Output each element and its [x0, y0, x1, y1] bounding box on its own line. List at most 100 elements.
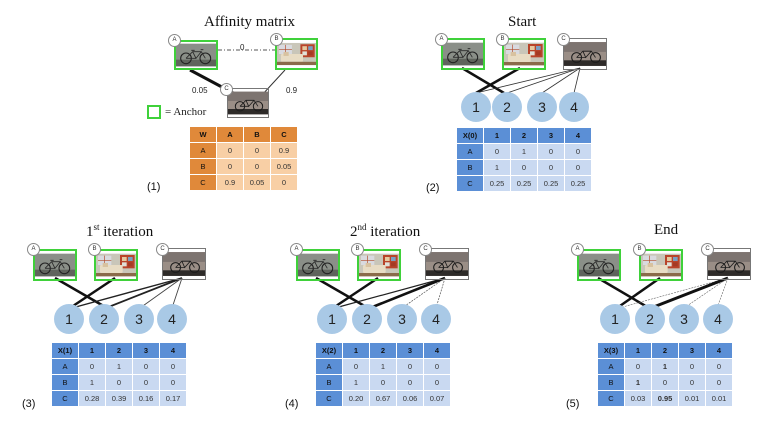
x-cell: 0 [423, 374, 451, 391]
panel3-badge-a: A [27, 243, 40, 256]
panel4-node-2: 2 [352, 304, 382, 334]
w-cell: 0 [216, 142, 244, 159]
panel5-badge-b: B [633, 243, 646, 256]
affinity-table: W A B C A 0 0 0.9 B 0 0 0.05 C 0.9 0.05 … [189, 126, 298, 191]
panel4-label: (4) [285, 398, 299, 410]
panel5-node-3: 3 [669, 304, 699, 334]
x-cell: 0 [132, 374, 160, 391]
x-corner: X(3) [597, 342, 625, 359]
x-col: 1 [624, 342, 652, 359]
x-cell: 1 [78, 374, 106, 391]
panel2-image-a [441, 38, 485, 70]
x-cell: 0 [159, 358, 187, 375]
x-row-head: B [597, 374, 625, 391]
panel3-node-4: 4 [157, 304, 187, 334]
x-cell: 0 [396, 374, 424, 391]
panel5-image-a [577, 249, 621, 281]
x-cell-highlight: 1 [624, 374, 652, 391]
panel2-image-c [563, 38, 607, 70]
panel5-node-1: 1 [600, 304, 630, 334]
x-cell: 0.16 [132, 390, 160, 407]
panel3-image-b [94, 249, 138, 281]
panel2-node-1: 1 [461, 92, 491, 122]
w-corner: W [189, 126, 217, 143]
panel3-node-2: 2 [89, 304, 119, 334]
panel3-image-c [162, 248, 206, 280]
panel1-edge-ac-label: 0.05 [192, 86, 208, 95]
panel2-badge-a: A [435, 33, 448, 46]
x-cell: 0 [651, 374, 679, 391]
panel3-label: (3) [22, 398, 36, 410]
x-row-head: B [51, 374, 79, 391]
x-col: 2 [651, 342, 679, 359]
x-cell: 0.03 [624, 390, 652, 407]
x-cell: 0.39 [105, 390, 133, 407]
x-row-head: C [597, 390, 625, 407]
w-col: C [270, 126, 298, 143]
panel4-node-3: 3 [387, 304, 417, 334]
x-col: 2 [510, 127, 538, 144]
x-col: 4 [159, 342, 187, 359]
panel5-label: (5) [566, 398, 580, 410]
x-cell: 1 [105, 358, 133, 375]
panel5-node-4: 4 [703, 304, 733, 334]
x-cell: 0.01 [678, 390, 706, 407]
panel3-node-1: 1 [54, 304, 84, 334]
panel1-badge-a: A [168, 34, 181, 47]
x-col: 1 [342, 342, 370, 359]
x-cell: 0.17 [159, 390, 187, 407]
panel2-label: (2) [426, 182, 440, 194]
x-cell: 1 [369, 358, 397, 375]
x-cell: 0 [564, 143, 592, 160]
x-row-head: C [456, 175, 484, 192]
x-cell: 0 [564, 159, 592, 176]
panel4-badge-c: C [419, 243, 432, 256]
x-cell: 0 [510, 159, 538, 176]
panel1-edge-ab-label: 0 [240, 43, 245, 52]
panel5-image-c [707, 248, 751, 280]
panel3-image-a [33, 249, 77, 281]
panel3-node-3: 3 [124, 304, 154, 334]
panel1-label: (1) [147, 181, 161, 193]
panel5-title: End [654, 222, 679, 238]
x-col: 3 [132, 342, 160, 359]
panel4-image-c [425, 248, 469, 280]
panel4-table: X(2) 1 2 3 4 A 0 1 0 0 B 1 0 0 0 C 0.20 … [315, 342, 451, 407]
x-col: 3 [396, 342, 424, 359]
panel2-node-4: 4 [559, 92, 589, 122]
x-row-head: C [51, 390, 79, 407]
w-cell: 0 [243, 142, 271, 159]
w-row-head: C [189, 174, 217, 191]
panel3-badge-c: C [156, 243, 169, 256]
w-cell: 0 [243, 158, 271, 175]
w-cell: 0.9 [216, 174, 244, 191]
x-cell: 1 [342, 374, 370, 391]
x-cell: 0 [705, 358, 733, 375]
x-cell: 0.25 [483, 175, 511, 192]
x-row-head: B [315, 374, 343, 391]
panel4-node-1: 1 [317, 304, 347, 334]
x-cell: 0.01 [705, 390, 733, 407]
panel1-edge-bc-label: 0.9 [286, 86, 298, 95]
panel3-badge-b: B [88, 243, 101, 256]
panel2-node-3: 3 [527, 92, 557, 122]
anchor-legend-box [147, 105, 161, 119]
x-corner: X(2) [315, 342, 343, 359]
x-col: 1 [483, 127, 511, 144]
x-cell: 0.07 [423, 390, 451, 407]
w-cell: 0 [270, 174, 298, 191]
panel2-title: Start [508, 14, 537, 30]
panel3-title: 1st iteration [86, 222, 154, 240]
panel1-title: Affinity matrix [204, 14, 295, 30]
x-cell: 1 [510, 143, 538, 160]
x-row-head: A [597, 358, 625, 375]
x-cell: 0 [423, 358, 451, 375]
x-cell: 0.28 [78, 390, 106, 407]
panel4-image-a [296, 249, 340, 281]
panel5-badge-a: A [571, 243, 584, 256]
x-cell: 0 [78, 358, 106, 375]
x-cell: 0.25 [564, 175, 592, 192]
panel1-image-c [227, 88, 269, 118]
x-col: 3 [678, 342, 706, 359]
